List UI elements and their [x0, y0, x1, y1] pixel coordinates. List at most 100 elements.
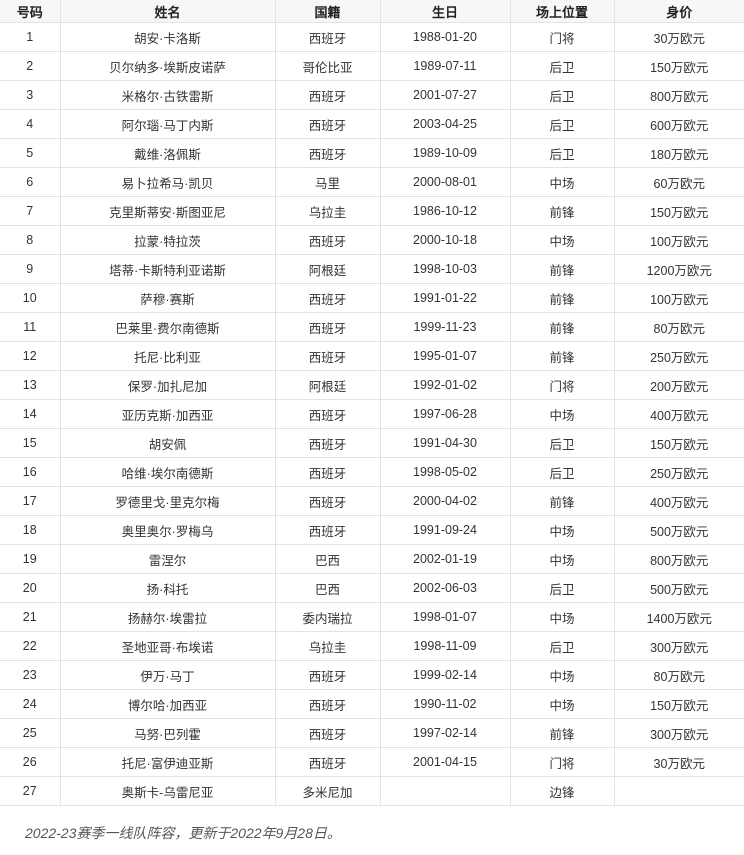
cell-birthday: 2000-04-02: [379, 486, 511, 516]
cell-value: 800万欧元: [613, 80, 744, 110]
cell-birthday: 2001-04-15: [379, 747, 511, 777]
cell-position: 中场: [509, 225, 615, 255]
cell-nationality: 西班牙: [274, 312, 381, 342]
cell-name: 奥斯卡-乌雷尼亚: [59, 776, 276, 806]
cell-birthday: 1990-11-02: [379, 689, 511, 719]
cell-value: 150万欧元: [613, 196, 744, 226]
cell-name: 亚历克斯·加西亚: [59, 399, 276, 429]
cell-position: 前锋: [509, 341, 615, 371]
cell-name: 哈维·埃尔南德斯: [59, 457, 276, 487]
cell-nationality: 委内瑞拉: [274, 602, 381, 632]
cell-number: 24: [0, 689, 61, 719]
cell-value: 250万欧元: [613, 341, 744, 371]
table-row: 4 阿尔瑙·马丁内斯 西班牙 2003-04-25 后卫 600万欧元: [0, 109, 744, 139]
cell-value: 250万欧元: [613, 457, 744, 487]
cell-name: 贝尔纳多·埃斯皮诺萨: [59, 51, 276, 81]
table-row: 15 胡安佩 西班牙 1991-04-30 后卫 150万欧元: [0, 428, 744, 458]
cell-number: 18: [0, 515, 61, 545]
cell-value: 30万欧元: [613, 22, 744, 52]
cell-name: 扬赫尔·埃雷拉: [59, 602, 276, 632]
cell-nationality: 西班牙: [274, 660, 381, 690]
cell-position: 前锋: [509, 718, 615, 748]
cell-number: 6: [0, 167, 61, 197]
cell-nationality: 巴西: [274, 544, 381, 574]
cell-name: 保罗·加扎尼加: [59, 370, 276, 400]
cell-nationality: 西班牙: [274, 486, 381, 516]
cell-nationality: 马里: [274, 167, 381, 197]
cell-birthday: 1998-10-03: [379, 254, 511, 284]
cell-birthday: 1999-02-14: [379, 660, 511, 690]
cell-name: 萨穆·赛斯: [59, 283, 276, 313]
header-name: 姓名: [59, 0, 276, 23]
cell-birthday: 1991-09-24: [379, 515, 511, 545]
cell-nationality: 西班牙: [274, 341, 381, 371]
cell-position: 后卫: [509, 631, 615, 661]
squad-table: 号码 姓名 国籍 生日 场上位置 身价 1 胡安·卡洛斯 西班牙 1988-01-20…: [0, 0, 744, 806]
cell-nationality: 西班牙: [274, 689, 381, 719]
cell-number: 5: [0, 138, 61, 168]
cell-nationality: 巴西: [274, 573, 381, 603]
table-row: 26 托尼·富伊迪亚斯 西班牙 2001-04-15 门将 30万欧元: [0, 747, 744, 777]
cell-value: 30万欧元: [613, 747, 744, 777]
cell-value: 1200万欧元: [613, 254, 744, 284]
table-row: 17 罗德里戈·里克尔梅 西班牙 2000-04-02 前锋 400万欧元: [0, 486, 744, 516]
cell-name: 巴莱里·费尔南德斯: [59, 312, 276, 342]
cell-number: 20: [0, 573, 61, 603]
cell-position: 中场: [509, 515, 615, 545]
cell-birthday: 2003-04-25: [379, 109, 511, 139]
cell-nationality: 西班牙: [274, 80, 381, 110]
cell-name: 胡安·卡洛斯: [59, 22, 276, 52]
table-row: 1 胡安·卡洛斯 西班牙 1988-01-20 门将 30万欧元: [0, 22, 744, 52]
cell-name: 雷涅尔: [59, 544, 276, 574]
table-row: 6 易卜拉希马·凯贝 马里 2000-08-01 中场 60万欧元: [0, 167, 744, 197]
cell-nationality: 哥伦比亚: [274, 51, 381, 81]
cell-name: 圣地亚哥·布埃诺: [59, 631, 276, 661]
cell-value: 600万欧元: [613, 109, 744, 139]
cell-birthday: 1992-01-02: [379, 370, 511, 400]
cell-birthday: 2000-08-01: [379, 167, 511, 197]
cell-name: 拉蒙·特拉茨: [59, 225, 276, 255]
cell-number: 11: [0, 312, 61, 342]
table-row: 11 巴莱里·费尔南德斯 西班牙 1999-11-23 前锋 80万欧元: [0, 312, 744, 342]
cell-value: 180万欧元: [613, 138, 744, 168]
cell-nationality: 乌拉圭: [274, 196, 381, 226]
cell-number: 1: [0, 22, 61, 52]
table-row: 23 伊万·马丁 西班牙 1999-02-14 中场 80万欧元: [0, 660, 744, 690]
cell-birthday: 2002-01-19: [379, 544, 511, 574]
cell-number: 17: [0, 486, 61, 516]
cell-name: 托尼·富伊迪亚斯: [59, 747, 276, 777]
table-row: 19 雷涅尔 巴西 2002-01-19 中场 800万欧元: [0, 544, 744, 574]
cell-number: 14: [0, 399, 61, 429]
table-row: 9 塔蒂·卡斯特利亚诺斯 阿根廷 1998-10-03 前锋 1200万欧元: [0, 254, 744, 284]
cell-position: 后卫: [509, 109, 615, 139]
cell-position: 前锋: [509, 196, 615, 226]
cell-value: 100万欧元: [613, 225, 744, 255]
cell-value: 300万欧元: [613, 631, 744, 661]
table-row: 3 米格尔·古铁雷斯 西班牙 2001-07-27 后卫 800万欧元: [0, 80, 744, 110]
cell-value: 500万欧元: [613, 515, 744, 545]
table-row: 27 奥斯卡-乌雷尼亚 多米尼加 边锋: [0, 776, 744, 806]
cell-number: 16: [0, 457, 61, 487]
cell-position: 后卫: [509, 138, 615, 168]
table-row: 18 奥里奥尔·罗梅乌 西班牙 1991-09-24 中场 500万欧元: [0, 515, 744, 545]
table-row: 5 戴维·洛佩斯 西班牙 1989-10-09 后卫 180万欧元: [0, 138, 744, 168]
table-row: 13 保罗·加扎尼加 阿根廷 1992-01-02 门将 200万欧元: [0, 370, 744, 400]
cell-name: 托尼·比利亚: [59, 341, 276, 371]
cell-value: 200万欧元: [613, 370, 744, 400]
cell-position: 前锋: [509, 486, 615, 516]
cell-position: 中场: [509, 167, 615, 197]
cell-birthday: 1998-11-09: [379, 631, 511, 661]
cell-name: 胡安佩: [59, 428, 276, 458]
cell-nationality: 西班牙: [274, 225, 381, 255]
cell-name: 伊万·马丁: [59, 660, 276, 690]
cell-number: 19: [0, 544, 61, 574]
cell-number: 15: [0, 428, 61, 458]
cell-nationality: 西班牙: [274, 515, 381, 545]
cell-number: 3: [0, 80, 61, 110]
table-row: 12 托尼·比利亚 西班牙 1995-01-07 前锋 250万欧元: [0, 341, 744, 371]
table-row: 25 马努·巴列霍 西班牙 1997-02-14 前锋 300万欧元: [0, 718, 744, 748]
header-birthday: 生日: [379, 0, 511, 23]
cell-name: 博尔哈·加西亚: [59, 689, 276, 719]
cell-number: 9: [0, 254, 61, 284]
table-row: 14 亚历克斯·加西亚 西班牙 1997-06-28 中场 400万欧元: [0, 399, 744, 429]
